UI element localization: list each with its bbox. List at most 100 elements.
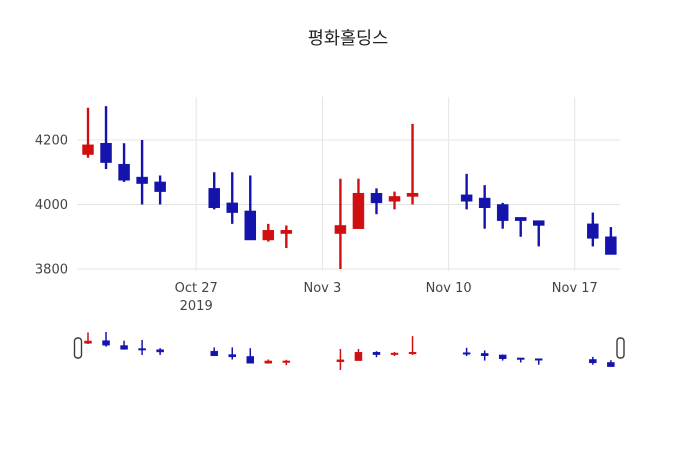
candle-body bbox=[460, 194, 473, 202]
candle-body bbox=[208, 188, 220, 208]
candle-2019-11-18-nav bbox=[589, 356, 597, 365]
candle-body bbox=[262, 230, 275, 241]
candle-body bbox=[336, 359, 345, 362]
candle-2019-10-23-nav bbox=[120, 340, 128, 350]
candle-2019-11-07-nav bbox=[390, 351, 399, 357]
candle-2019-11-06-nav bbox=[372, 351, 381, 358]
candle-body bbox=[102, 340, 110, 346]
candle-2019-10-31-nav bbox=[264, 359, 273, 364]
candle-2019-11-12-nav bbox=[480, 350, 489, 361]
candle-2019-10-24-nav bbox=[138, 339, 146, 355]
chart-title: 평화홀딩스 bbox=[308, 29, 389, 49]
candle-body bbox=[535, 358, 543, 361]
rangeslider-handle-left[interactable] bbox=[73, 337, 83, 359]
candle-body bbox=[408, 352, 417, 355]
candle-body bbox=[246, 356, 255, 364]
main-plot bbox=[82, 106, 617, 269]
candle-2019-11-07 bbox=[388, 191, 401, 210]
candle-body bbox=[406, 192, 419, 197]
candle-body bbox=[264, 360, 273, 364]
candle-body bbox=[280, 230, 293, 234]
candle-2019-11-01 bbox=[280, 225, 293, 249]
candle-2019-10-22 bbox=[100, 106, 112, 170]
candle-2019-11-06 bbox=[370, 188, 383, 215]
candle-2019-10-21-nav bbox=[84, 332, 92, 345]
candle-2019-11-11 bbox=[460, 173, 473, 210]
candle-2019-10-23 bbox=[118, 143, 130, 182]
candle-body bbox=[605, 236, 617, 255]
rangeslider[interactable] bbox=[73, 328, 625, 378]
candle-2019-11-01-nav bbox=[282, 359, 291, 366]
candle-body bbox=[244, 210, 257, 241]
x-tick-label: Oct 27 bbox=[175, 281, 218, 296]
candle-2019-11-04-nav bbox=[336, 348, 345, 370]
candle-body bbox=[498, 354, 507, 359]
candle-body bbox=[84, 340, 92, 344]
candle-body bbox=[388, 196, 401, 202]
candle-body bbox=[352, 192, 365, 229]
candle-2019-11-05-nav bbox=[354, 348, 363, 361]
candle-2019-11-14 bbox=[514, 217, 527, 237]
candle-body bbox=[496, 204, 509, 221]
candle-body bbox=[118, 163, 130, 181]
candle-body bbox=[82, 144, 94, 155]
grid-lines bbox=[77, 97, 620, 271]
candle-body bbox=[226, 202, 238, 213]
candle-2019-10-24 bbox=[136, 140, 148, 205]
y-tick-label: 4200 bbox=[35, 134, 68, 149]
candle-body bbox=[282, 360, 291, 363]
candle-2019-11-15 bbox=[533, 220, 545, 247]
candle-2019-11-18 bbox=[587, 212, 599, 247]
candle-2019-10-21 bbox=[82, 107, 94, 158]
axis-labels: 3800 4000 4200 Oct 27 2019 Nov 3 Nov 10 Nov 17 bbox=[35, 134, 598, 315]
candle-2019-10-30-nav bbox=[246, 348, 255, 364]
candle-body bbox=[516, 357, 525, 360]
candle-2019-10-29-nav bbox=[228, 347, 236, 360]
x-tick-label: Nov 3 bbox=[303, 281, 341, 296]
x-tick-label: Nov 17 bbox=[552, 281, 598, 296]
candle-body bbox=[354, 352, 363, 361]
candle-body bbox=[136, 176, 148, 184]
candle-2019-10-28 bbox=[208, 172, 220, 210]
candle-2019-10-31 bbox=[262, 223, 275, 242]
candle-body bbox=[210, 350, 218, 356]
candle-2019-11-14-nav bbox=[516, 357, 525, 363]
candle-body bbox=[587, 223, 599, 239]
candle-2019-11-11-nav bbox=[462, 347, 471, 357]
candle-body bbox=[120, 345, 128, 350]
candle-body bbox=[533, 220, 545, 226]
y-tick-label: 4000 bbox=[35, 198, 68, 213]
candle-2019-11-19-nav bbox=[607, 360, 615, 367]
candle-body bbox=[370, 192, 383, 204]
candle-2019-11-15-nav bbox=[535, 358, 543, 365]
y-tick-label: 3800 bbox=[35, 263, 68, 278]
candle-2019-10-22-nav bbox=[102, 332, 110, 347]
candle-2019-11-19 bbox=[605, 227, 617, 255]
candle-body bbox=[589, 359, 597, 364]
rangeslider-track[interactable] bbox=[77, 328, 620, 378]
candle-2019-10-25 bbox=[154, 175, 166, 205]
candle-body bbox=[607, 362, 615, 367]
candle-body bbox=[100, 142, 112, 163]
candle-2019-11-08-nav bbox=[408, 336, 417, 355]
candle-2019-10-29 bbox=[226, 172, 238, 224]
candle-body bbox=[514, 217, 527, 221]
candle-2019-11-12 bbox=[478, 185, 491, 229]
candle-2019-11-05 bbox=[352, 178, 365, 229]
candle-2019-11-08 bbox=[406, 123, 419, 205]
candle-2019-10-25-nav bbox=[156, 348, 164, 355]
candle-body bbox=[228, 354, 236, 358]
candle-body bbox=[390, 352, 399, 355]
candle-2019-10-30 bbox=[244, 175, 257, 241]
rangeslider-handle-right[interactable] bbox=[616, 337, 625, 359]
candle-2019-10-28-nav bbox=[210, 347, 218, 357]
x-tick-sublabel: 2019 bbox=[180, 299, 213, 314]
candle-2019-11-13-nav bbox=[498, 354, 507, 361]
candle-body bbox=[156, 349, 164, 353]
candle-body bbox=[462, 352, 471, 355]
candle-body bbox=[138, 348, 146, 351]
candle-2019-11-04 bbox=[334, 178, 347, 269]
candle-body bbox=[372, 352, 381, 355]
